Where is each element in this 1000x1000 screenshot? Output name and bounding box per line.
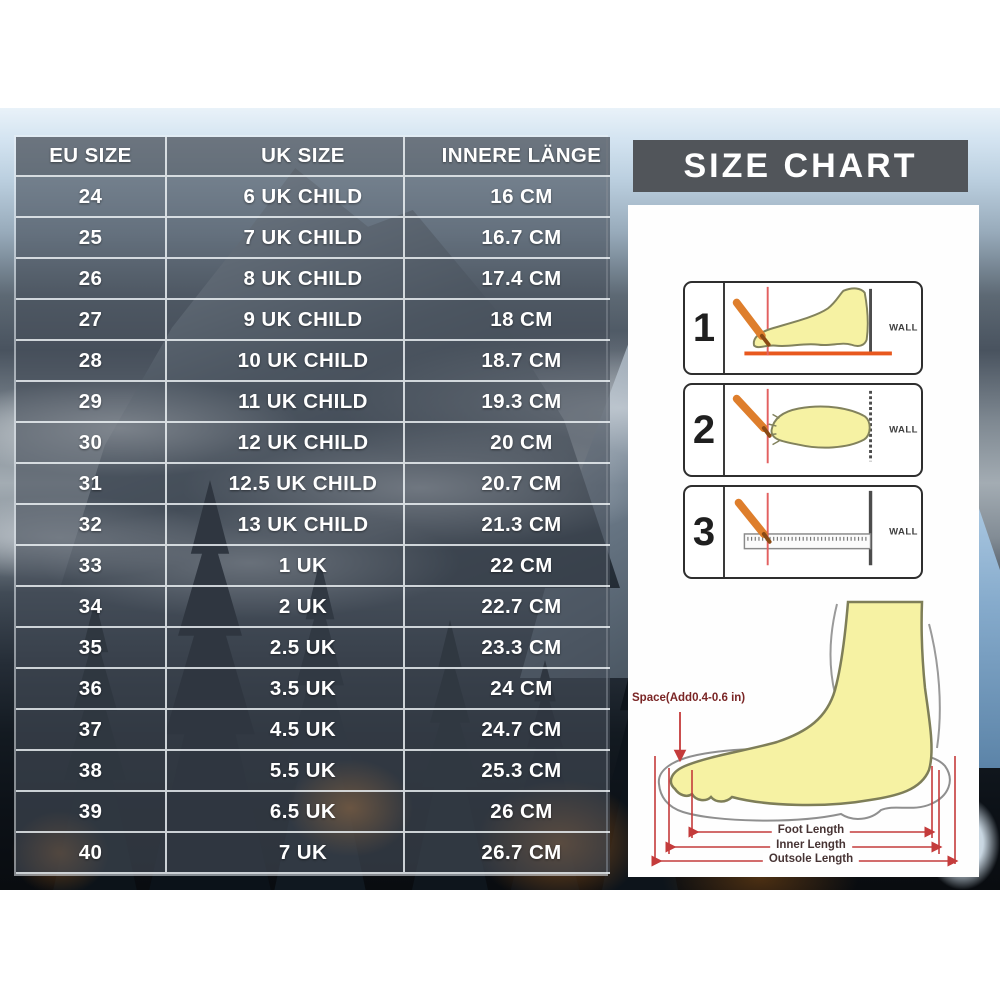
size-table-cell: 22 CM: [405, 546, 610, 587]
foot-side-view-illustration: WALL: [725, 283, 921, 373]
size-table-cell: 8 UK CHILD: [165, 259, 405, 300]
size-table-cell: 24: [16, 177, 165, 218]
foot-side-view-art: [732, 286, 892, 356]
foot-top-view-art: [732, 388, 872, 464]
size-table-cell: 20.7 CM: [405, 464, 610, 505]
size-table-cell: 3.5 UK: [165, 669, 405, 710]
size-table-cell: 30: [16, 423, 165, 464]
inner-length-label: Inner Length: [770, 839, 852, 853]
size-table-cell: 40: [16, 833, 165, 874]
size-chart-title-bar: SIZE CHART: [633, 140, 968, 192]
wall-label: WALL: [889, 526, 918, 538]
foot-length-label: Foot Length: [771, 824, 851, 838]
size-table-cell: 7 UK: [165, 833, 405, 874]
column-header-eu-size: EU SIZE: [16, 137, 165, 177]
size-table-cell: 6.5 UK: [165, 792, 405, 833]
step-number: 3: [685, 487, 725, 577]
wall-label: WALL: [889, 424, 918, 436]
step-number: 2: [685, 385, 725, 475]
size-table: EU SIZE UK SIZE INNERE LÄNGE 24 6 UK CHIL…: [14, 135, 610, 876]
size-table-cell: 19.3 CM: [405, 382, 610, 423]
size-chart-panel: 1 WALL 2: [628, 205, 979, 877]
wall-label: WALL: [889, 322, 918, 334]
size-table-cell: 26 CM: [405, 792, 610, 833]
size-table-cell: 10 UK CHILD: [165, 341, 405, 382]
size-table-cell: 38: [16, 751, 165, 792]
size-table-cell: 24.7 CM: [405, 710, 610, 751]
column-header-innere-laenge: INNERE LÄNGE: [405, 137, 610, 177]
size-table-cell: 5.5 UK: [165, 751, 405, 792]
size-table-cell: 36: [16, 669, 165, 710]
measure-step-2: 2 WALL: [683, 383, 923, 477]
size-table-cell: 4.5 UK: [165, 710, 405, 751]
size-table-cell: 18 CM: [405, 300, 610, 341]
measure-step-1: 1 WALL: [683, 281, 923, 375]
size-table-cell: 35: [16, 628, 165, 669]
size-table-cell: 26: [16, 259, 165, 300]
size-table-cell: 7 UK CHILD: [165, 218, 405, 259]
size-table-cell: 16.7 CM: [405, 218, 610, 259]
size-table-cell: 13 UK CHILD: [165, 505, 405, 546]
size-table-cell: 39: [16, 792, 165, 833]
size-table-cell: 31: [16, 464, 165, 505]
size-table-cell: 25.3 CM: [405, 751, 610, 792]
size-table-cell: 18.7 CM: [405, 341, 610, 382]
measure-step-3: 3 WALL: [683, 485, 923, 579]
size-table-cell: 12.5 UK CHILD: [165, 464, 405, 505]
size-table-cell: 6 UK CHILD: [165, 177, 405, 218]
size-table-cell: 12 UK CHILD: [165, 423, 405, 464]
size-table-cell: 33: [16, 546, 165, 587]
size-table-cell: 29: [16, 382, 165, 423]
foot-measurement-diagram: Foot Length Inner Length Outsole Length: [645, 598, 963, 870]
size-table-cell: 1 UK: [165, 546, 405, 587]
ruler-art: [734, 490, 873, 566]
size-table-cell: 20 CM: [405, 423, 610, 464]
size-table-cell: 23.3 CM: [405, 628, 610, 669]
foot-top-view-illustration: WALL: [725, 385, 921, 475]
size-table-cell: 21.3 CM: [405, 505, 610, 546]
size-table-cell: 9 UK CHILD: [165, 300, 405, 341]
size-table-cell: 11 UK CHILD: [165, 382, 405, 423]
size-table-cell: 16 CM: [405, 177, 610, 218]
outsole-length-label: Outsole Length: [762, 853, 860, 867]
column-header-uk-size: UK SIZE: [165, 137, 405, 177]
space-allowance-label: Space(Add0.4-0.6 in): [632, 692, 746, 704]
size-table-cell: 34: [16, 587, 165, 628]
size-table-cell: 24 CM: [405, 669, 610, 710]
size-chart-title: SIZE CHART: [683, 146, 918, 185]
size-table-cell: 27: [16, 300, 165, 341]
size-table-cell: 2 UK: [165, 587, 405, 628]
size-table-cell: 2.5 UK: [165, 628, 405, 669]
ruler-illustration: WALL: [725, 487, 921, 577]
size-table-cell: 26.7 CM: [405, 833, 610, 874]
size-table-cell: 25: [16, 218, 165, 259]
size-table-cell: 37: [16, 710, 165, 751]
size-table-cell: 32: [16, 505, 165, 546]
foot-measurement-art: [651, 600, 959, 867]
size-table-cell: 22.7 CM: [405, 587, 610, 628]
step-number: 1: [685, 283, 725, 373]
size-table-cell: 17.4 CM: [405, 259, 610, 300]
size-table-cell: 28: [16, 341, 165, 382]
